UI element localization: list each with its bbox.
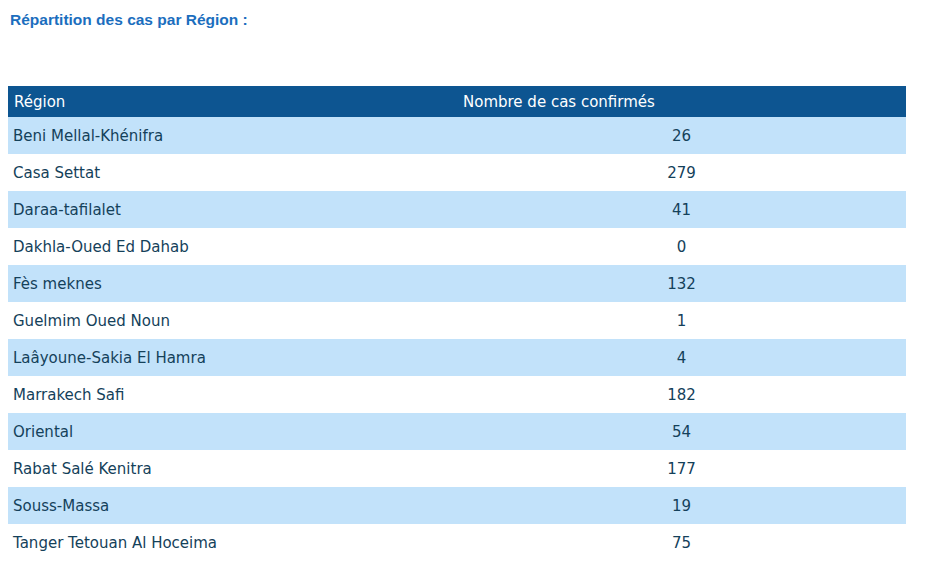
header-row: Région Nombre de cas confirmés: [8, 86, 906, 117]
region-cell: Beni Mellal-Khénifra: [8, 117, 457, 154]
table-row: Rabat Salé Kenitra 177: [8, 450, 906, 487]
cases-cell: 177: [457, 450, 906, 487]
cases-cell: 132: [457, 265, 906, 302]
region-cell: Guelmim Oued Noun: [8, 302, 457, 339]
cases-cell: 54: [457, 413, 906, 450]
region-cell: Tanger Tetouan Al Hoceima: [8, 524, 457, 561]
table-header: Région Nombre de cas confirmés: [8, 86, 906, 117]
table-row: Tanger Tetouan Al Hoceima 75: [8, 524, 906, 561]
table-row: Fès meknes 132: [8, 265, 906, 302]
table-body: Beni Mellal-Khénifra 26 Casa Settat 279 …: [8, 117, 906, 561]
cases-by-region-table: Région Nombre de cas confirmés Beni Mell…: [8, 86, 906, 561]
region-cell: Marrakech Safi: [8, 376, 457, 413]
region-cell: Oriental: [8, 413, 457, 450]
cases-cell: 4: [457, 339, 906, 376]
cases-cell: 75: [457, 524, 906, 561]
table-row: Dakhla-Oued Ed Dahab 0: [8, 228, 906, 265]
page-title: Répartition des cas par Région :: [0, 0, 926, 29]
table-row: Souss-Massa 19: [8, 487, 906, 524]
column-header-region: Région: [8, 86, 457, 117]
table-row: Guelmim Oued Noun 1: [8, 302, 906, 339]
cases-cell: 279: [457, 154, 906, 191]
cases-cell: 19: [457, 487, 906, 524]
region-cell: Fès meknes: [8, 265, 457, 302]
report-page: Répartition des cas par Région : Région …: [0, 0, 926, 561]
table-row: Casa Settat 279: [8, 154, 906, 191]
table-row: Daraa-tafilalet 41: [8, 191, 906, 228]
cases-cell: 0: [457, 228, 906, 265]
cases-cell: 41: [457, 191, 906, 228]
cases-cell: 26: [457, 117, 906, 154]
region-cell: Dakhla-Oued Ed Dahab: [8, 228, 457, 265]
table-row: Laâyoune-Sakia El Hamra 4: [8, 339, 906, 376]
region-cell: Daraa-tafilalet: [8, 191, 457, 228]
table-row: Beni Mellal-Khénifra 26: [8, 117, 906, 154]
table-row: Oriental 54: [8, 413, 906, 450]
column-header-cases: Nombre de cas confirmés: [457, 86, 906, 117]
cases-cell: 1: [457, 302, 906, 339]
region-cell: Souss-Massa: [8, 487, 457, 524]
region-cell: Rabat Salé Kenitra: [8, 450, 457, 487]
cases-cell: 182: [457, 376, 906, 413]
region-cell: Casa Settat: [8, 154, 457, 191]
region-cell: Laâyoune-Sakia El Hamra: [8, 339, 457, 376]
table-row: Marrakech Safi 182: [8, 376, 906, 413]
